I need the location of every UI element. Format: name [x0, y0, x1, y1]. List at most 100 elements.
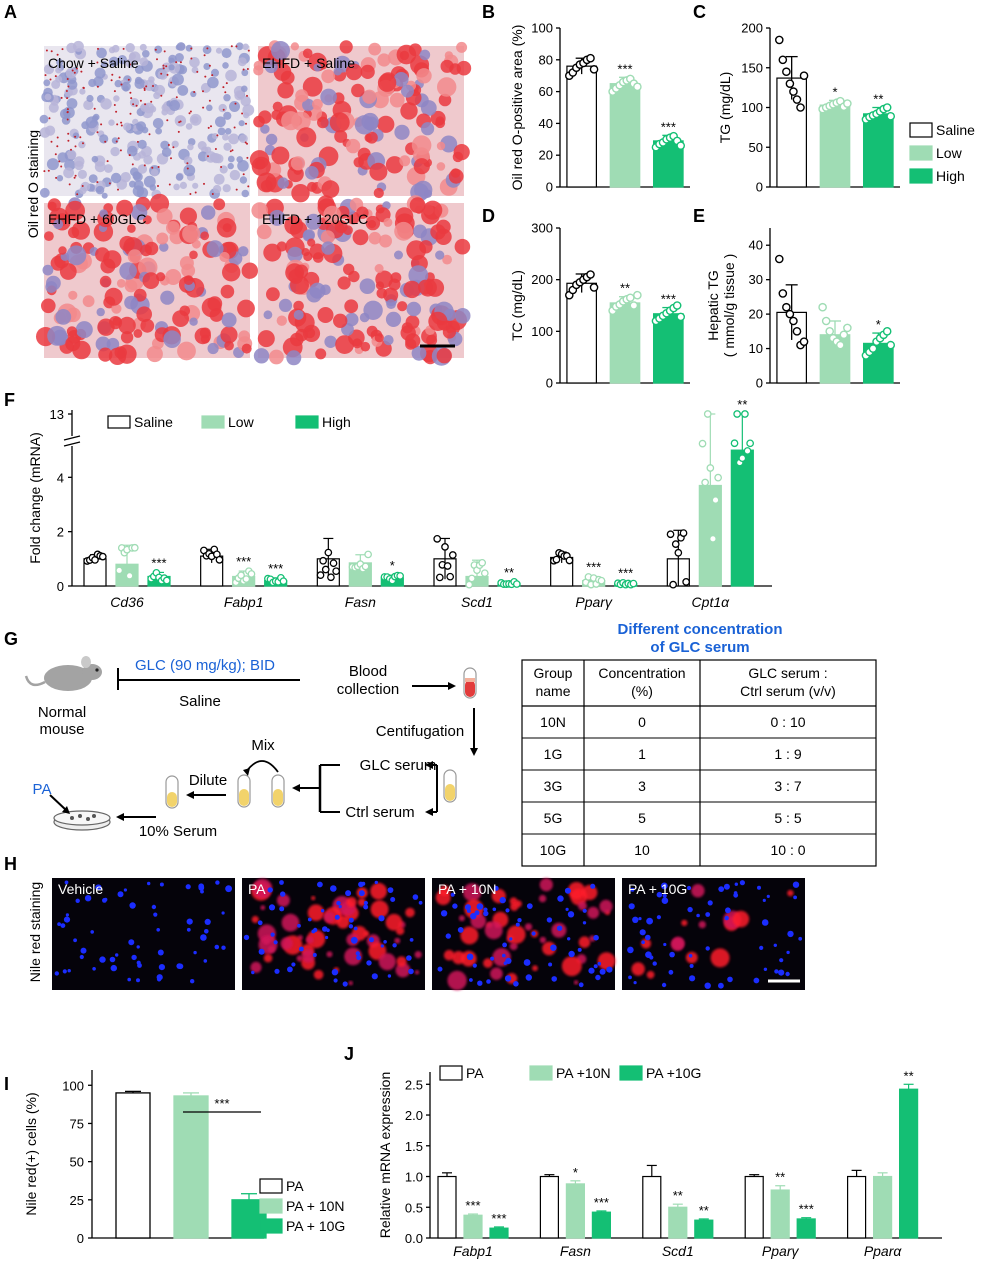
panel-letter-f: F	[4, 390, 15, 410]
tissue-blob	[359, 312, 370, 323]
tissue-blob	[227, 162, 234, 170]
lipid-droplet	[443, 949, 455, 961]
tissue-blob	[353, 157, 364, 168]
tissue-blob	[369, 162, 388, 181]
data-point	[821, 316, 831, 326]
lipid-dot	[120, 83, 123, 86]
lipid-droplet	[262, 937, 270, 945]
panel-letter-b: B	[482, 2, 495, 22]
lipid-dot	[179, 61, 182, 64]
lipid-dot	[170, 81, 173, 84]
tissue-blob	[337, 276, 351, 290]
nucleus	[336, 900, 341, 906]
lipid-dot	[225, 82, 228, 85]
legend-label: Saline	[134, 414, 173, 430]
tissue-blob	[77, 169, 87, 179]
data-point	[332, 567, 340, 576]
nucleus	[627, 946, 634, 954]
tissue-blob	[426, 334, 438, 346]
tissue-blob	[207, 296, 223, 311]
lipid-dot	[143, 164, 146, 167]
normal-mouse-label-2: mouse	[39, 721, 84, 738]
nucleus	[221, 945, 226, 950]
tissue-blob	[203, 63, 211, 70]
lipid-dot	[56, 145, 59, 148]
nucleus	[317, 881, 323, 888]
tissue-blob	[125, 43, 135, 53]
significance-stars: **	[673, 1188, 683, 1203]
lipid-dot	[193, 91, 196, 93]
tissue-blob	[154, 84, 166, 96]
micrograph-label: EHFD + 120GLC	[262, 211, 368, 227]
nucleus	[186, 918, 193, 925]
lipid-dot	[145, 85, 148, 88]
data-point	[247, 570, 256, 578]
split-arrows	[425, 761, 438, 816]
lipid-droplet	[646, 970, 655, 979]
legend-label: Low	[936, 145, 963, 161]
tissue-blob	[239, 176, 248, 184]
tissue-blob	[266, 287, 280, 302]
tissue-blob	[276, 241, 287, 252]
lipid-dot	[203, 54, 206, 57]
tissue-blob	[366, 325, 378, 337]
lipid-droplet	[681, 919, 688, 927]
tissue-blob	[315, 348, 327, 360]
bar-low	[609, 302, 641, 384]
lipid-dot	[148, 133, 151, 136]
lipid-dot	[67, 85, 70, 88]
lipid-droplet	[710, 948, 730, 968]
tissue-blob	[111, 303, 122, 314]
lipid-dot	[177, 130, 180, 133]
data-point	[796, 103, 805, 112]
legend-swatch	[909, 145, 933, 161]
lipid-dot	[210, 125, 212, 128]
tissue-blob	[116, 199, 133, 217]
y-tick-label: 0	[546, 376, 553, 391]
tissue-blob	[222, 223, 232, 233]
tissue-blob	[454, 308, 471, 324]
nucleus	[689, 964, 694, 968]
tissue-blob	[133, 329, 143, 338]
tissue-blob	[60, 108, 71, 120]
tissue-blob	[179, 207, 197, 225]
tissue-blob	[185, 44, 193, 52]
nucleus	[251, 970, 255, 975]
nucleus	[147, 881, 151, 886]
lipid-dot	[162, 64, 165, 67]
nucleus	[493, 885, 499, 891]
tissue-blob	[435, 250, 445, 260]
tissue-blob	[56, 58, 64, 66]
nucleus	[198, 884, 205, 891]
bar	[115, 1092, 151, 1239]
bar	[463, 1214, 483, 1239]
tissue-blob	[202, 45, 212, 55]
tissue-blob	[269, 349, 284, 365]
tissue-blob	[200, 231, 210, 241]
tissue-blob	[140, 244, 152, 257]
tissue-blob	[120, 172, 131, 183]
data-point	[782, 67, 791, 77]
tissue-blob	[442, 325, 456, 339]
lipid-dot	[162, 67, 165, 70]
significance-stars: *	[573, 1165, 578, 1180]
data-point	[825, 327, 834, 336]
tissue-blob	[278, 298, 293, 312]
nucleus	[762, 898, 766, 903]
data-point	[778, 289, 788, 298]
nucleus	[477, 980, 483, 986]
nucleus	[291, 962, 296, 967]
tissue-blob	[301, 248, 310, 257]
lipid-dot	[241, 112, 244, 115]
tissue-blob	[241, 262, 258, 279]
tissue-blob	[440, 59, 454, 73]
lipid-dot	[152, 85, 154, 87]
legend-swatch	[439, 1065, 463, 1081]
nucleus	[345, 890, 352, 897]
y-axis-label: Oil red O-positive area (%)	[509, 25, 525, 191]
nucleus	[472, 963, 477, 968]
lipid-dot	[115, 110, 118, 113]
y-tick-label: 4	[57, 470, 64, 485]
nucleus	[204, 929, 209, 934]
lipid-dot	[246, 94, 248, 97]
